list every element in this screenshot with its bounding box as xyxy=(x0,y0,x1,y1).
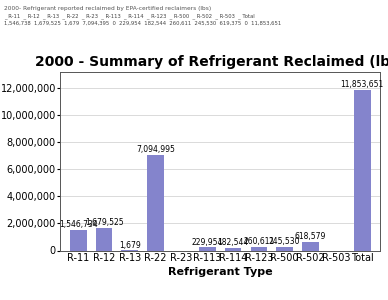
Text: 7,094,995: 7,094,995 xyxy=(136,145,175,154)
Text: 618,579: 618,579 xyxy=(295,232,326,242)
Text: 260,611: 260,611 xyxy=(243,237,275,246)
Text: 1,679,525: 1,679,525 xyxy=(85,218,123,227)
Text: 1,546,734: 1,546,734 xyxy=(59,220,98,229)
X-axis label: Refrigerant Type: Refrigerant Type xyxy=(168,267,272,278)
Bar xyxy=(225,248,241,250)
Text: 229,954: 229,954 xyxy=(192,238,223,247)
Bar xyxy=(354,90,371,250)
Title: 2000 - Summary of Refrigerant Reclaimed (lbs): 2000 - Summary of Refrigerant Reclaimed … xyxy=(35,56,388,69)
Bar xyxy=(276,247,293,250)
Text: 1,679: 1,679 xyxy=(119,241,141,250)
Text: 2000- Refrigerant reported reclaimed by EPA-certified reclaimers (lbs): 2000- Refrigerant reported reclaimed by … xyxy=(4,6,211,11)
Bar xyxy=(302,242,319,250)
Text: 245,530: 245,530 xyxy=(269,237,300,246)
Bar xyxy=(95,228,113,250)
Bar xyxy=(147,154,164,250)
Text: 11,853,651: 11,853,651 xyxy=(341,80,384,89)
Text: 182,544: 182,544 xyxy=(217,238,249,247)
Text: _ R-11  _ R-12  _ R-13  _ R-22  _ R-23  _ R-113  _ R-114  _ R-123  _ R-500  _ R-: _ R-11 _ R-12 _ R-13 _ R-22 _ R-23 _ R-1… xyxy=(4,14,255,19)
Bar xyxy=(199,248,216,250)
Bar xyxy=(251,247,267,250)
Text: 1,546,738  1,679,525  1,679  7,094,395  0  229,954  182,544  260,611  245,530  6: 1,546,738 1,679,525 1,679 7,094,395 0 22… xyxy=(4,21,281,26)
Bar xyxy=(70,230,87,250)
